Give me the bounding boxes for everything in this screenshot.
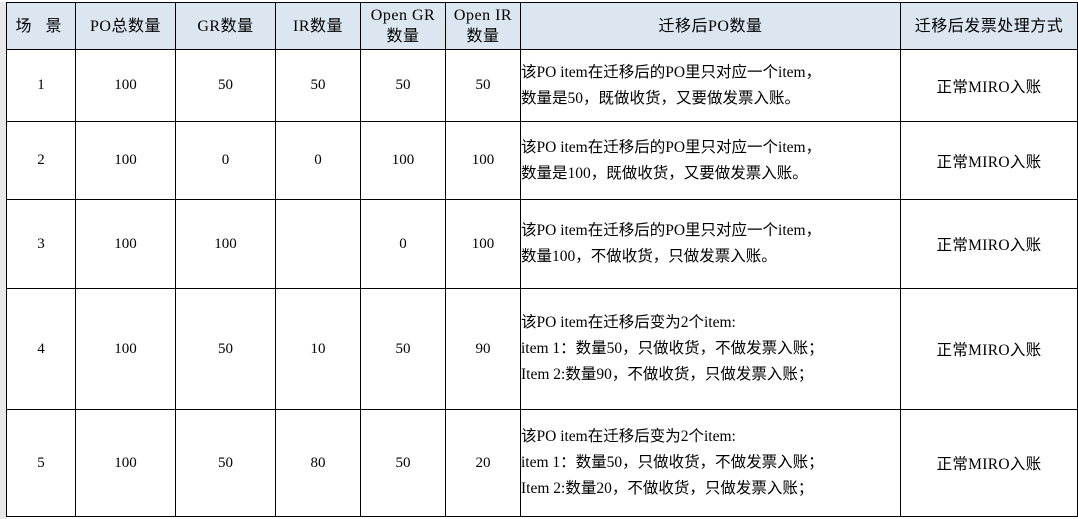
cell-scenario: 5 xyxy=(6,409,76,517)
column-header-open-ir-line1: Open IR xyxy=(453,7,513,24)
column-header-open-gr-line1: Open GR xyxy=(370,7,436,24)
cell-gr-qty: 0 xyxy=(175,121,276,200)
header-row: 场 景 PO总数量 GR数量 IR数量 Open GR 数量 Open IR 数… xyxy=(6,2,1078,50)
cell-po-after: 该PO item在迁移后变为2个item: item 1：数量50，只做收货，不做… xyxy=(520,288,901,410)
table-row: 4 100 50 10 50 90 该PO item在迁移后变为2个item: item 1：… xyxy=(6,288,1078,410)
cell-invoice-method: 正常MIRO入账 xyxy=(900,409,1078,517)
cell-open-ir-qty: 20 xyxy=(445,409,521,517)
cell-ir-qty xyxy=(275,199,361,289)
table-body: 1 100 50 50 50 50 该PO item在迁移后的PO里只对应一个item， 数量… xyxy=(6,49,1078,517)
cell-gr-qty: 50 xyxy=(175,409,276,517)
cell-open-ir-qty: 100 xyxy=(445,199,521,289)
column-header-open-ir-qty: Open IR 数量 xyxy=(445,2,521,50)
column-header-open-gr-line2: 数量 xyxy=(386,28,420,45)
cell-ir-qty: 0 xyxy=(275,121,361,200)
column-header-ir-qty: IR数量 xyxy=(275,2,361,50)
column-header-open-ir-line2: 数量 xyxy=(466,28,500,45)
po-migration-scenario-table: 场 景 PO总数量 GR数量 IR数量 Open GR 数量 Open IR 数… xyxy=(6,2,1078,517)
cell-gr-qty: 50 xyxy=(175,49,276,122)
cell-open-gr-qty: 50 xyxy=(360,49,446,122)
table-row: 5 100 50 80 50 20 该PO item在迁移后变为2个item: item 1：… xyxy=(6,409,1078,517)
po-after-line: 数量100，不做收货，只做发票入账。 xyxy=(521,248,777,265)
cell-gr-qty: 50 xyxy=(175,288,276,410)
cell-scenario: 1 xyxy=(6,49,76,122)
column-header-open-gr-qty: Open GR 数量 xyxy=(360,2,446,50)
po-after-line: item 1：数量50，只做收货，不做发票入账； xyxy=(521,454,824,471)
cell-open-gr-qty: 0 xyxy=(360,199,446,289)
table-row: 2 100 0 0 100 100 该PO item在迁移后的PO里只对应一个item， 数量… xyxy=(6,121,1078,200)
table-row: 1 100 50 50 50 50 该PO item在迁移后的PO里只对应一个item， 数量… xyxy=(6,49,1078,122)
cell-po-after: 该PO item在迁移后的PO里只对应一个item， 数量是50，既做收货，又要做… xyxy=(520,49,901,122)
table-row: 3 100 100 0 100 该PO item在迁移后的PO里只对应一个item， 数量1… xyxy=(6,199,1078,289)
cell-po-total: 100 xyxy=(75,199,176,289)
table-header: 场 景 PO总数量 GR数量 IR数量 Open GR 数量 Open IR 数… xyxy=(6,2,1078,50)
cell-po-total: 100 xyxy=(75,121,176,200)
column-header-po-total: PO总数量 xyxy=(75,2,176,50)
page-margin-strip xyxy=(0,0,6,519)
po-after-line: 数量是100，既做收货，又要做发票入账。 xyxy=(521,164,808,182)
po-after-line: item 1：数量50，只做收货，不做发票入账； xyxy=(521,340,824,357)
cell-invoice-method: 正常MIRO入账 xyxy=(900,199,1078,289)
cell-open-gr-qty: 50 xyxy=(360,409,446,517)
cell-ir-qty: 80 xyxy=(275,409,361,517)
cell-open-ir-qty: 90 xyxy=(445,288,521,410)
column-header-po-after: 迁移后PO数量 xyxy=(520,2,901,50)
po-after-line: Item 2:数量20，不做收货，只做发票入账； xyxy=(521,480,814,497)
cell-po-total: 100 xyxy=(75,409,176,517)
cell-invoice-method: 正常MIRO入账 xyxy=(900,49,1078,122)
po-after-line: 该PO item在迁移后变为2个item: xyxy=(521,428,736,445)
column-header-scenario: 场 景 xyxy=(6,2,76,50)
cell-open-gr-qty: 50 xyxy=(360,288,446,410)
po-after-line: Item 2:数量90，不做收货，只做发票入账； xyxy=(521,366,814,383)
po-after-line: 该PO item在迁移后的PO里只对应一个item， xyxy=(521,138,822,156)
cell-ir-qty: 50 xyxy=(275,49,361,122)
cell-po-total: 100 xyxy=(75,49,176,122)
cell-po-after: 该PO item在迁移后变为2个item: item 1：数量50，只做收货，不做… xyxy=(520,409,901,517)
cell-open-ir-qty: 100 xyxy=(445,121,521,200)
cell-po-after: 该PO item在迁移后的PO里只对应一个item， 数量100，不做收货，只做发… xyxy=(520,199,901,289)
page-top-strip xyxy=(0,0,1078,2)
column-header-invoice-method: 迁移后发票处理方式 xyxy=(900,2,1078,50)
po-after-line: 数量是50，既做收货，又要做发票入账。 xyxy=(521,89,801,107)
cell-scenario: 2 xyxy=(6,121,76,200)
cell-invoice-method: 正常MIRO入账 xyxy=(900,121,1078,200)
po-after-line: 该PO item在迁移后的PO里只对应一个item， xyxy=(521,222,822,239)
po-after-line: 该PO item在迁移后变为2个item: xyxy=(521,314,736,331)
po-after-line: 该PO item在迁移后的PO里只对应一个item， xyxy=(521,63,822,81)
column-header-gr-qty: GR数量 xyxy=(175,2,276,50)
cell-open-gr-qty: 100 xyxy=(360,121,446,200)
cell-po-total: 100 xyxy=(75,288,176,410)
cell-scenario: 4 xyxy=(6,288,76,410)
cell-invoice-method: 正常MIRO入账 xyxy=(900,288,1078,410)
cell-open-ir-qty: 50 xyxy=(445,49,521,122)
cell-po-after: 该PO item在迁移后的PO里只对应一个item， 数量是100，既做收货，又要… xyxy=(520,121,901,200)
cell-scenario: 3 xyxy=(6,199,76,289)
cell-gr-qty: 100 xyxy=(175,199,276,289)
cell-ir-qty: 10 xyxy=(275,288,361,410)
